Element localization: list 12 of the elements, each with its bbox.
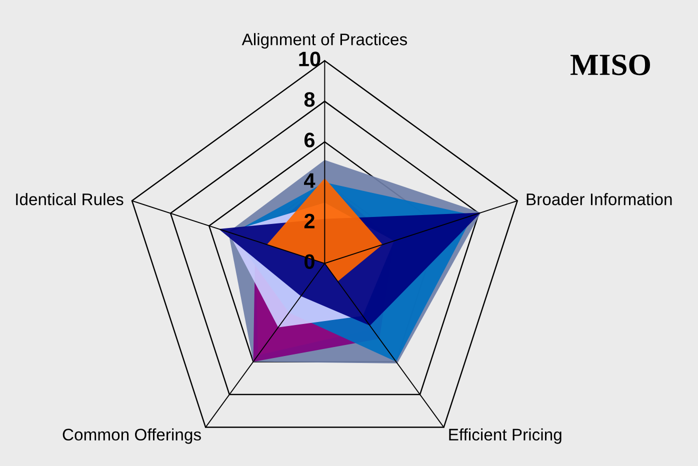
y-tick-label: 4 <box>304 173 316 188</box>
spoke-label: Identical Rules <box>16 193 124 206</box>
text: MISO <box>570 54 650 76</box>
spoke-label: Common Offerings <box>62 428 201 444</box>
spoke-label: Alignment of Practices <box>242 33 407 49</box>
y-tick-label: 0 <box>304 254 314 269</box>
spoke-label: Broader Information <box>526 193 672 206</box>
y-tick-label: 8 <box>304 92 315 107</box>
spoke-label: Efficient Pricing <box>449 428 562 444</box>
y-tick-label: 6 <box>304 132 315 148</box>
y-tick-label: 10 <box>299 52 320 66</box>
y-tick-label: 2 <box>304 214 314 228</box>
